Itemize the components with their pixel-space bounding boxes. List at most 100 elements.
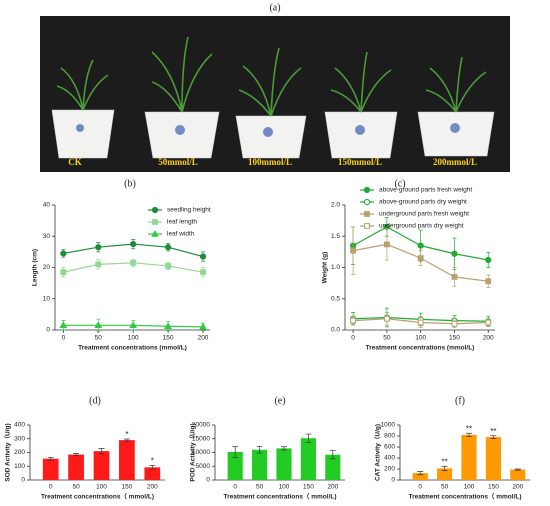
marker [164, 322, 172, 329]
y-tick-label: 10 [43, 295, 51, 302]
x-tick-label: 200 [198, 335, 209, 342]
error-bar [73, 453, 80, 457]
x-tick-label: 100 [128, 335, 139, 342]
photo [40, 16, 510, 172]
marker [451, 320, 458, 327]
x-tick-label: 150 [121, 484, 132, 491]
y-tick-label: 0 [206, 477, 210, 484]
y-tick-label: 600 [384, 444, 395, 451]
panel-label: (a) [269, 2, 280, 13]
y-tick-label: 0 [46, 327, 50, 334]
significance: * [125, 430, 128, 439]
y-tick-label: 0 [21, 477, 25, 484]
bar [485, 437, 501, 480]
legend-label: underground parts fresh weight [379, 211, 469, 218]
significance: ** [466, 424, 472, 433]
photo-label: 150mmol/L [338, 157, 382, 167]
legend-symbol [364, 211, 370, 217]
legend-marker [363, 186, 371, 194]
y-axis-label: SOD Activity（U/g) [4, 423, 12, 481]
legend-marker [151, 229, 159, 237]
x-tick-label: 0 [62, 335, 66, 342]
x-tick-label: 200 [483, 335, 494, 342]
y-tick-label: 300 [14, 435, 25, 442]
error-bar [305, 433, 312, 443]
y-tick-label: 100 [14, 463, 25, 470]
y-tick-label: 400 [384, 455, 395, 462]
bar [276, 448, 292, 480]
bar [325, 454, 341, 480]
y-tick-label: 1.0 [331, 264, 340, 271]
bar [412, 473, 428, 480]
x-tick-label: 50 [383, 335, 391, 342]
y-tick-label: 40 [43, 202, 51, 209]
marker [199, 253, 207, 260]
error-bar [441, 465, 448, 471]
y-tick-label: 20000 [192, 422, 210, 429]
marker [95, 244, 102, 251]
x-tick-label: 50 [72, 484, 80, 491]
x-tick-label: 100 [96, 484, 107, 491]
legend-symbol [151, 229, 159, 237]
legend-label: above-ground parts fresh weight [379, 187, 472, 194]
y-tick-label: 20 [43, 264, 51, 271]
x-tick-label: 0 [49, 484, 53, 491]
bar [42, 458, 59, 480]
marker [350, 247, 357, 254]
marker [200, 269, 206, 276]
x-tick-label: 200 [327, 484, 338, 491]
bar [252, 449, 268, 480]
legend-label: leaf width [167, 231, 195, 238]
y-tick-label: 1000 [381, 422, 396, 429]
significance: * [151, 456, 154, 465]
marker [383, 315, 390, 322]
panel-label: (f) [455, 395, 465, 406]
marker [94, 321, 103, 329]
marker [383, 241, 390, 248]
x-tick-label: 0 [233, 484, 237, 491]
y-tick-label: 800 [384, 433, 395, 440]
marker [165, 263, 172, 269]
error-bar [47, 456, 54, 461]
error-bar [466, 432, 472, 437]
marker [59, 321, 68, 329]
error-bar [232, 446, 239, 458]
legend-marker [152, 219, 158, 225]
x-tick-label: 150 [488, 484, 499, 491]
y-tick-label: 1.5 [331, 233, 340, 240]
photo-label: 200mmol/L [433, 157, 477, 167]
marker [95, 261, 102, 268]
bar [510, 469, 526, 480]
bar [144, 467, 161, 480]
x-tick-label: 150 [449, 335, 460, 342]
y-tick-label: 0.5 [331, 295, 340, 302]
bar [300, 438, 316, 480]
x-tick-label: 50 [256, 484, 264, 491]
x-tick-label: 150 [303, 484, 314, 491]
error-bar [281, 446, 287, 451]
x-axis-label: Treatment concentrations（ mmol/L) [223, 493, 336, 501]
marker [130, 259, 137, 266]
y-tick-label: 5000 [196, 463, 211, 470]
photo-label: CK [68, 157, 82, 167]
x-axis-label: Treatment concentrations (mmol/L) [366, 345, 475, 352]
error-bar [123, 438, 130, 442]
legend-symbol [363, 186, 371, 194]
y-axis-label: Length (cm) [32, 249, 39, 286]
y-tick-label: 0 [391, 477, 395, 484]
chart: (c) 0.0 0.5 1.0 1.5 2.0 Weight (g) Treatment co… [322, 178, 495, 352]
error-bar [98, 448, 105, 455]
legend-marker [364, 211, 370, 217]
bar [93, 451, 110, 480]
legend-symbol [151, 206, 159, 214]
x-axis-label: Treatment concentrations (mmol/L) [78, 345, 187, 352]
bar [437, 468, 453, 480]
marker [165, 244, 172, 251]
legend-symbol [364, 223, 370, 229]
error-bar [490, 435, 497, 439]
error-bar [256, 446, 263, 454]
chart: (b) 0 10 20 30 40 Length (cm) Treatment concent… [32, 178, 211, 351]
y-axis-label: Weight (g) [322, 252, 329, 284]
